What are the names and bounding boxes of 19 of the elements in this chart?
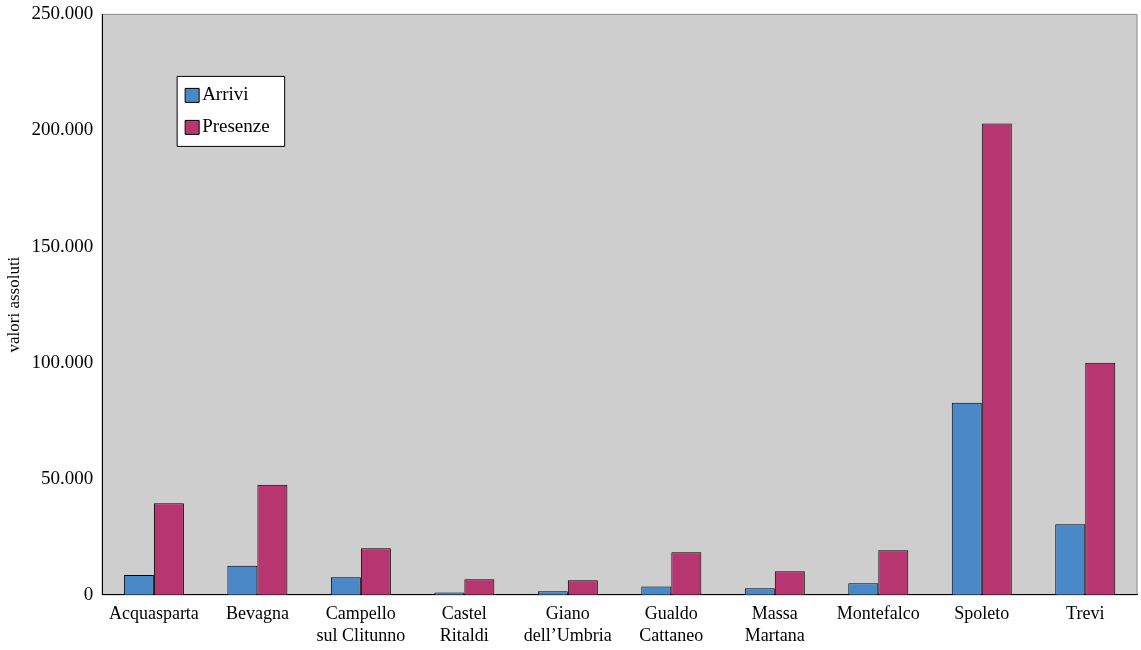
x-tick-label: Massa Martana bbox=[744, 603, 805, 645]
legend-label: Arrivi bbox=[202, 83, 249, 105]
x-tick-label: Acquasparta bbox=[108, 603, 199, 624]
y-tick-label: 50.000 bbox=[40, 466, 94, 488]
x-tick-label: Gualdo Cattaneo bbox=[639, 603, 704, 645]
y-axis-title: valori assoluti bbox=[3, 256, 23, 353]
x-tick-label: Giano dell’Umbria bbox=[523, 603, 612, 645]
y-tick-label: 250.000 bbox=[31, 2, 94, 24]
y-tick-label: 150.000 bbox=[31, 234, 94, 256]
x-tick-label: Trevi bbox=[1066, 603, 1105, 624]
y-tick-label: 100.000 bbox=[31, 350, 94, 372]
x-tick-label: Castel Ritaldi bbox=[439, 603, 489, 645]
x-tick-label: Spoleto bbox=[954, 603, 1010, 624]
x-tick-label: Campello sul Clitunno bbox=[316, 603, 406, 645]
legend-label: Presenze bbox=[202, 115, 270, 137]
x-tick-label: Montefalco bbox=[836, 603, 920, 624]
x-tick-label: Bevagna bbox=[225, 603, 289, 624]
y-tick-label: 200.000 bbox=[31, 118, 94, 140]
y-tick-label: 0 bbox=[83, 582, 94, 604]
